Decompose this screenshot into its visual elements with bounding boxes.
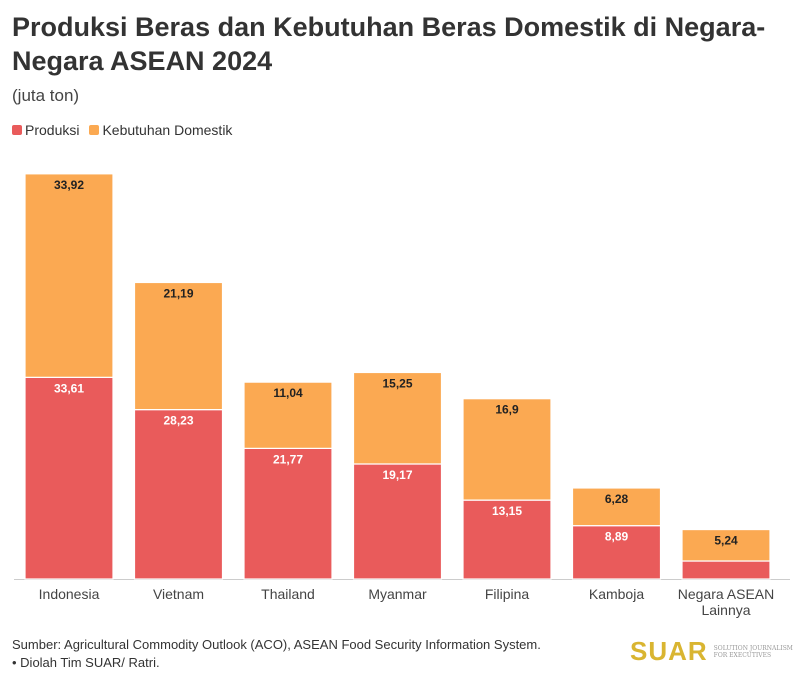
legend-label-produksi: Produksi	[25, 122, 80, 138]
bar-kebutuhan-4	[462, 398, 552, 501]
bar-kebutuhan-0	[24, 173, 114, 378]
bar-produksi-1	[133, 409, 224, 580]
bar-produksi-5	[571, 525, 662, 580]
chart-subtitle: (juta ton)	[12, 86, 80, 105]
data-label-produksi-4: 13,15	[492, 504, 522, 518]
data-label-produksi-2: 21,77	[273, 452, 303, 466]
category-label-4: Filipina	[485, 586, 530, 602]
data-label-kebutuhan-1: 21,19	[163, 286, 193, 300]
data-label-kebutuhan-3: 15,25	[382, 376, 412, 390]
category-label-6: Negara ASEAN	[678, 586, 775, 602]
legend: Produksi Kebutuhan Domestik	[12, 122, 232, 138]
bar-produksi-2	[243, 447, 333, 580]
data-label-kebutuhan-6: 5,24	[714, 534, 738, 548]
category-label-2: Thailand	[261, 586, 315, 602]
credit-note: • Diolah Tim SUAR/ Ratri.	[12, 655, 160, 670]
data-label-produksi-0: 33,61	[54, 381, 84, 395]
logo-tagline: SOLUTION JOURNALISM FOR EXECUTIVES	[713, 644, 793, 659]
legend-item-produksi: Produksi	[12, 122, 79, 138]
source-note: Sumber: Agricultural Commodity Outlook (…	[12, 637, 541, 652]
category-label-1: Vietnam	[153, 586, 204, 602]
bar-kebutuhan-1	[133, 281, 224, 411]
bar-produksi-3	[352, 463, 443, 580]
legend-label-kebutuhan: Kebutuhan Domestik	[102, 122, 233, 138]
bar-kebutuhan-3	[352, 371, 443, 465]
data-label-kebutuhan-5: 6,28	[605, 492, 629, 506]
legend-swatch-kebutuhan	[89, 125, 100, 135]
category-label-6-line2: Lainnya	[701, 602, 750, 618]
logo-wordmark: SUAR	[630, 636, 708, 666]
footer: Sumber: Agricultural Commodity Outlook (…	[12, 636, 541, 672]
category-label-0: Indonesia	[39, 586, 100, 602]
bar-produksi-0	[24, 376, 114, 580]
data-label-produksi-3: 19,17	[382, 468, 412, 482]
chart-title: Produksi Beras dan Kebutuhan Beras Domes…	[12, 12, 766, 76]
category-label-5: Kamboja	[589, 586, 644, 602]
bar-kebutuhan-6	[681, 528, 771, 562]
data-label-kebutuhan-4: 16,9	[495, 403, 519, 417]
bar-kebutuhan-5	[571, 487, 662, 527]
data-label-kebutuhan-0: 33,92	[54, 178, 84, 192]
bar-produksi-4	[462, 499, 552, 580]
category-label-3: Myanmar	[368, 586, 427, 602]
stacked-bar-chart: 33,61 33,92 Indonesia 28,23 21,19 Vietnam 21,7…	[14, 173, 790, 618]
data-label-produksi-5: 8,89	[605, 530, 629, 544]
bar-kebutuhan-2	[243, 381, 333, 449]
bar-produksi-6	[681, 560, 771, 580]
legend-item-kebutuhan: Kebutuhan Domestik	[89, 122, 232, 138]
data-label-kebutuhan-2: 11,04	[273, 386, 303, 400]
legend-swatch-produksi	[12, 125, 22, 135]
data-label-produksi-1: 28,23	[163, 414, 193, 428]
suar-logo: SUAR SOLUTION JOURNALISM FOR EXECUTIVES	[630, 636, 794, 667]
